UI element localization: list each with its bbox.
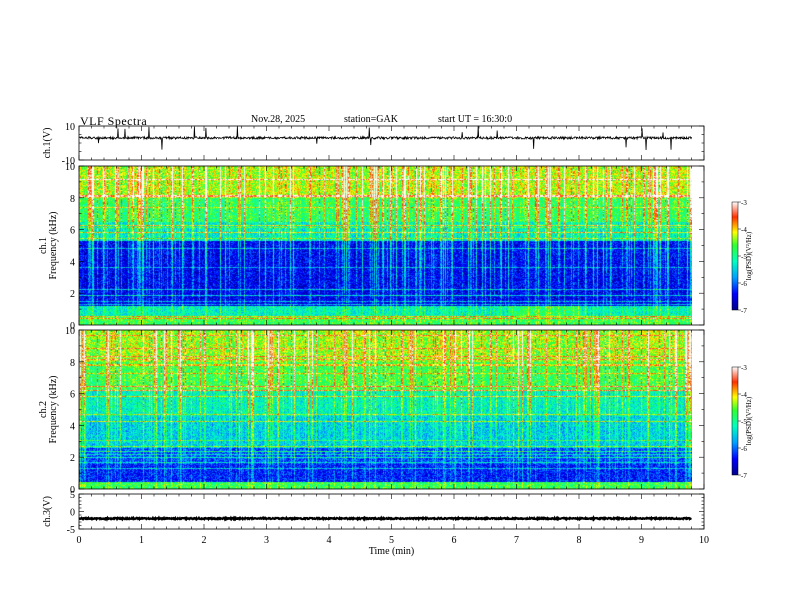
y-tick-label: 10 — [65, 122, 75, 133]
station-label: station=GAK — [344, 114, 398, 125]
start-ut-label: start UT = 16:30:0 — [438, 114, 513, 125]
y-axis-title: ch.3(V) — [42, 496, 53, 527]
x-tick-label: 0 — [77, 535, 82, 546]
colorbar-tick-label: -7 — [741, 472, 747, 480]
waveform-line-ch3 — [78, 515, 692, 522]
y-tick-label: 0 — [70, 508, 75, 519]
panel-frame-4 — [78, 493, 705, 530]
colorbar-tick-label: -3 — [741, 199, 747, 207]
y-tick-label: 4 — [70, 421, 75, 432]
colorbar-title: log(PSD)(V²/Hz) — [745, 396, 753, 445]
colorbar-1 — [731, 201, 739, 311]
y-tick-label: 10 — [65, 326, 75, 337]
colorbar-tick-label: -6 — [741, 280, 747, 288]
y-axis-title: ch.1(V) — [42, 128, 53, 159]
panel-frame-1 — [78, 125, 705, 161]
y-tick-label: 0 — [70, 321, 75, 332]
x-tick-label: 4 — [327, 535, 332, 546]
colorbar-tick-label: -7 — [741, 307, 747, 315]
y-tick-label: -5 — [67, 525, 75, 536]
y-axis-title: Frequency (kHz) — [48, 211, 59, 279]
x-axis-title: Time (min) — [369, 546, 414, 557]
x-tick-label: 6 — [452, 535, 457, 546]
y-axis-title: Frequency (kHz) — [48, 375, 59, 443]
x-tick-label: 3 — [264, 535, 269, 546]
spectrogram-image-ch2 — [79, 330, 692, 489]
x-tick-label: 2 — [202, 535, 207, 546]
y-axis-title-channel: ch.2 — [38, 401, 49, 418]
y-tick-label: 6 — [70, 390, 75, 401]
x-tick-label: 8 — [577, 535, 582, 546]
y-tick-label: 10 — [65, 162, 75, 173]
y-axis-title-channel: ch.1 — [38, 237, 49, 254]
y-tick-label: 5 — [70, 490, 75, 501]
x-tick-label: 10 — [699, 535, 709, 546]
spectrogram-image-ch1 — [79, 166, 692, 325]
y-tick-label: -10 — [62, 156, 75, 167]
y-tick-label: 6 — [70, 226, 75, 237]
colorbar-tick-label: -4 — [741, 226, 747, 234]
x-tick-label: 7 — [514, 535, 519, 546]
y-tick-label: 8 — [70, 358, 75, 369]
colorbar-tick-label: -5 — [741, 253, 747, 261]
y-tick-label: 2 — [70, 289, 75, 300]
y-tick-label: 0 — [70, 485, 75, 496]
date-label: Nov.28, 2025 — [251, 114, 306, 125]
x-tick-label: 5 — [389, 535, 394, 546]
waveform-line-ch1 — [78, 125, 692, 150]
y-tick-label: 4 — [70, 257, 75, 268]
y-tick-label: 8 — [70, 194, 75, 205]
colorbar-tick-label: -5 — [741, 418, 747, 426]
colorbar-tick-label: -4 — [741, 391, 747, 399]
y-tick-label: 2 — [70, 453, 75, 464]
colorbar-2 — [731, 366, 739, 476]
x-tick-label: 9 — [639, 535, 644, 546]
colorbar-tick-label: -6 — [741, 445, 747, 453]
x-tick-label: 1 — [139, 535, 144, 546]
colorbar-title: log(PSD)(V²/Hz) — [745, 231, 753, 280]
figure-title: VLF Spectra — [80, 114, 148, 128]
colorbar-tick-label: -3 — [741, 364, 747, 372]
